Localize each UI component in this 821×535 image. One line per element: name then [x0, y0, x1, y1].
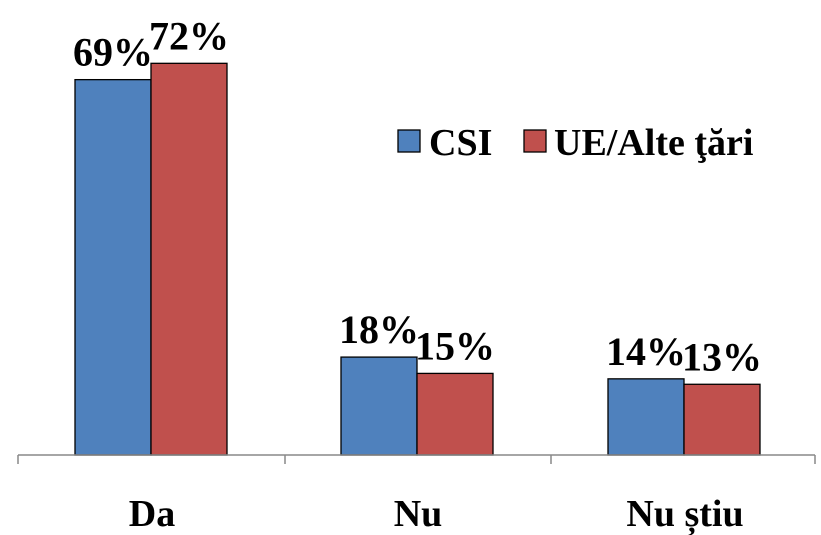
bars-group — [74, 62, 761, 456]
category-label-da: Da — [129, 493, 175, 535]
bar-csi-nu — [340, 356, 418, 456]
legend: CSI UE/Alte ţări — [397, 122, 753, 164]
bar-csi-nu-stiu — [607, 378, 685, 456]
legend-swatch-ue-alte-tari — [523, 129, 547, 153]
data-label-csi-da: 69% — [73, 30, 153, 75]
data-labels-group: 69% 18% 14% 72% 15% 13% — [73, 13, 762, 379]
category-labels-group: Da Nu Nu știu — [129, 493, 744, 535]
legend-label-csi: CSI — [429, 122, 492, 164]
legend-label-ue-alte-tari: UE/Alte ţări — [554, 122, 753, 164]
legend-swatch-csi — [397, 129, 421, 153]
data-label-ue-alte-tari-da: 72% — [149, 13, 229, 58]
category-label-nu-stiu: Nu știu — [626, 493, 743, 535]
data-label-csi-nu-stiu: 14% — [606, 329, 686, 374]
data-label-ue-alte-tari-nu: 15% — [415, 323, 495, 368]
bar-ue-alte-tari-nu-stiu — [683, 383, 761, 456]
bar-csi-da — [74, 78, 152, 456]
bar-ue-alte-tari-nu — [416, 372, 494, 456]
x-axis — [17, 454, 816, 464]
data-label-csi-nu: 18% — [339, 307, 419, 352]
bar-ue-alte-tari-da — [150, 62, 228, 456]
category-label-nu: Nu — [394, 493, 443, 535]
data-label-ue-alte-tari-nu-stiu: 13% — [682, 334, 762, 379]
